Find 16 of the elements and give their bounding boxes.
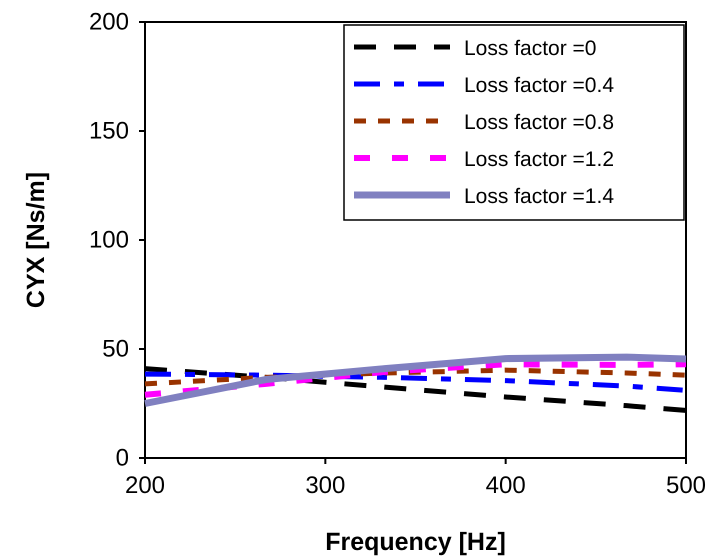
- x-axis-title: Frequency [Hz]: [325, 528, 506, 556]
- y-tick-label: 150: [88, 118, 129, 145]
- y-tick-label: 100: [88, 226, 129, 254]
- y-tick-label: 0: [116, 444, 129, 472]
- y-tick-label: 50: [102, 336, 129, 363]
- x-tick-label: 400: [486, 472, 526, 500]
- y-tick-label: 200: [88, 8, 129, 36]
- legend-label: Loss factor =1.2: [464, 148, 614, 171]
- legend-label: Loss factor =0: [464, 37, 596, 60]
- x-tick-label: 200: [124, 472, 166, 500]
- x-tick-label: 300: [305, 472, 346, 500]
- y-axis-title: CYX [Ns/m]: [22, 172, 50, 308]
- legend-label: Loss factor =0.8: [464, 111, 614, 134]
- x-tick-label: 500: [666, 472, 706, 500]
- legend-label: Loss factor =1.4: [464, 185, 614, 208]
- legend-label: Loss factor =0.4: [464, 74, 614, 97]
